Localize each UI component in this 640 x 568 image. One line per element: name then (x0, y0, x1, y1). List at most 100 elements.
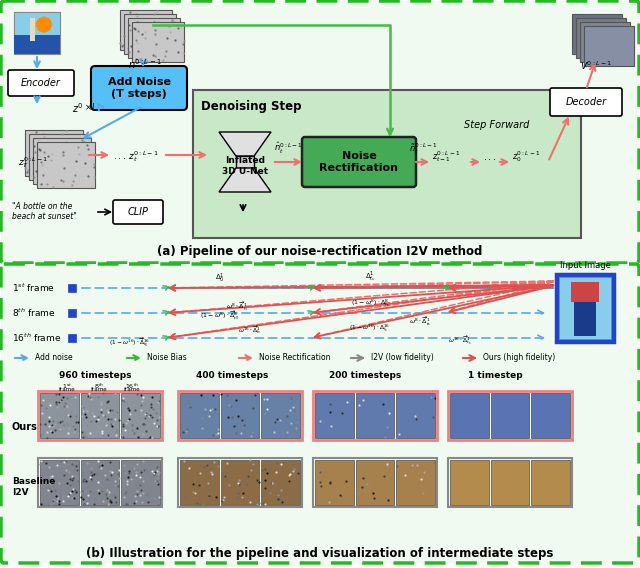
Bar (25, 130, 83, 176)
Text: $8^{th}$ frame: $8^{th}$ frame (12, 307, 56, 319)
Bar (178, 458, 302, 507)
Text: 200 timesteps: 200 timesteps (329, 371, 401, 380)
Bar (571, 282, 599, 302)
Text: (b) Illustration for the pipeline and visualization of intermediate steps: (b) Illustration for the pipeline and vi… (86, 547, 554, 560)
Bar (33, 138, 91, 184)
Text: $z_T^{0:L-1}$: $z_T^{0:L-1}$ (18, 156, 49, 170)
Bar (556, 274, 614, 342)
Bar (81, 393, 119, 438)
Bar (450, 393, 489, 438)
Bar (261, 393, 300, 438)
Text: $\times L$: $\times L$ (84, 101, 97, 111)
Text: $...\,z_t^{0:L-1}$: $...\,z_t^{0:L-1}$ (113, 149, 159, 165)
FancyBboxPatch shape (302, 137, 416, 187)
Circle shape (36, 16, 52, 32)
Bar (68, 284, 76, 292)
Bar (531, 460, 570, 505)
Bar (29, 134, 87, 180)
Text: $1^{st}$ frame: $1^{st}$ frame (12, 282, 55, 294)
Text: $V^{0:L-1}$: $V^{0:L-1}$ (580, 60, 612, 72)
Text: $n^{0:L-1}$: $n^{0:L-1}$ (128, 57, 162, 71)
Text: $16^{th}$ frame: $16^{th}$ frame (12, 332, 61, 344)
Text: Noise Bias: Noise Bias (147, 353, 187, 362)
Bar (315, 393, 354, 438)
Bar (448, 391, 572, 440)
Bar (531, 393, 570, 438)
Bar (261, 460, 300, 505)
Text: $\omega^{16}\cdot\overrightarrow{\Delta}_h^1$: $\omega^{16}\cdot\overrightarrow{\Delta}… (239, 323, 262, 336)
FancyBboxPatch shape (113, 200, 163, 224)
Text: frame: frame (124, 387, 140, 392)
Bar (396, 393, 435, 438)
Text: $(1-\omega^{16})\cdot\Delta_{t_s}^{16}$: $(1-\omega^{16})\cdot\Delta_{t_s}^{16}$ (349, 323, 390, 334)
Bar (14, 35, 60, 54)
Text: $z_{t-1}^{0:L-1}$: $z_{t-1}^{0:L-1}$ (432, 149, 460, 165)
Text: (a) Pipeline of our noise-rectification I2V method: (a) Pipeline of our noise-rectification … (157, 245, 483, 258)
Text: $z^0$: $z^0$ (72, 101, 84, 115)
Bar (221, 460, 259, 505)
Bar (193, 90, 581, 238)
Bar (396, 460, 435, 505)
FancyBboxPatch shape (91, 66, 187, 110)
Bar (313, 391, 437, 440)
Bar (450, 460, 489, 505)
Bar (124, 14, 176, 54)
Text: Inflated
3D U-Net: Inflated 3D U-Net (222, 156, 268, 176)
Bar (14, 12, 60, 54)
Text: $8^{th}$: $8^{th}$ (94, 382, 104, 391)
FancyBboxPatch shape (8, 70, 74, 96)
Bar (68, 334, 76, 342)
Bar (313, 458, 437, 507)
Text: "A bottle on the
beach at sunset": "A bottle on the beach at sunset" (12, 202, 77, 222)
Text: $\omega^8\cdot\overrightarrow{\Delta}_{t_s}^1$: $\omega^8\cdot\overrightarrow{\Delta}_{t… (409, 314, 431, 328)
Text: Ours (high fidelity): Ours (high fidelity) (483, 353, 556, 362)
Text: $\omega^8\cdot\overrightarrow{\Delta}_h^1$: $\omega^8\cdot\overrightarrow{\Delta}_h^… (226, 300, 248, 313)
FancyBboxPatch shape (550, 88, 622, 116)
Bar (178, 391, 302, 440)
Bar (491, 460, 529, 505)
Polygon shape (219, 168, 271, 192)
Bar (40, 393, 79, 438)
Text: $\omega^{16}\cdot\overrightarrow{\Delta}_{t_s}^1$: $\omega^{16}\cdot\overrightarrow{\Delta}… (448, 333, 472, 346)
Text: frame: frame (59, 387, 76, 392)
Text: Baseline
I2V: Baseline I2V (12, 477, 56, 496)
Bar (132, 22, 184, 62)
Text: $16^{th}$: $16^{th}$ (125, 382, 139, 391)
Bar (491, 393, 529, 438)
Bar (356, 393, 394, 438)
Bar (221, 393, 259, 438)
FancyBboxPatch shape (1, 1, 639, 263)
Polygon shape (236, 156, 254, 168)
Bar (128, 18, 180, 58)
Text: $(1-\omega^{16})\cdot\overrightarrow{\Delta}_{t_0}^{16}$: $(1-\omega^{16})\cdot\overrightarrow{\De… (109, 335, 150, 349)
Text: CLIP: CLIP (127, 207, 148, 217)
Bar (30, 18, 35, 41)
Text: 400 timesteps: 400 timesteps (196, 371, 268, 380)
Bar (580, 22, 630, 62)
Bar (81, 460, 119, 505)
Polygon shape (219, 132, 271, 156)
Bar (356, 460, 394, 505)
Bar (584, 26, 634, 66)
Text: $1^{st}$: $1^{st}$ (62, 382, 72, 391)
Text: Ours: Ours (12, 422, 38, 432)
Bar (122, 460, 160, 505)
Text: $(1-\omega^8)\cdot\Delta_{t_s}^8$: $(1-\omega^8)\cdot\Delta_{t_s}^8$ (351, 298, 390, 309)
Bar (315, 460, 354, 505)
Bar (180, 460, 219, 505)
Text: Denoising Step: Denoising Step (201, 100, 301, 113)
Bar (576, 18, 626, 58)
Bar (40, 460, 79, 505)
Bar (180, 393, 219, 438)
Text: Noise Rectification: Noise Rectification (259, 353, 330, 362)
Bar (122, 393, 160, 438)
Bar (574, 282, 596, 336)
Bar (572, 14, 622, 54)
Bar (38, 391, 162, 440)
Text: $\hat{n}_t^{0:L-1}$: $\hat{n}_t^{0:L-1}$ (273, 141, 303, 156)
Text: $z_0^{0:L-1}$: $z_0^{0:L-1}$ (512, 149, 540, 165)
Text: Input Image: Input Image (559, 261, 611, 270)
Text: $(1-\omega^8)\cdot\overrightarrow{\Delta}_{t_0}^8$: $(1-\omega^8)\cdot\overrightarrow{\Delta… (200, 308, 239, 321)
Text: 1 timestep: 1 timestep (468, 371, 522, 380)
Bar (559, 277, 611, 339)
